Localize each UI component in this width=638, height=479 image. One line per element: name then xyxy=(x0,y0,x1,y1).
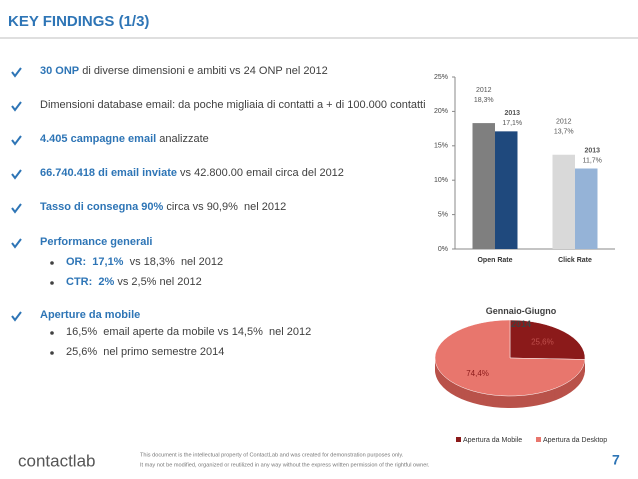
page-number: 7 xyxy=(612,452,620,468)
bold-text: OR: 17,1% xyxy=(66,256,124,268)
data-label: 74,4% xyxy=(466,369,489,378)
bold-text: Aperture da mobile xyxy=(40,309,141,321)
disclaimer: It may not be modified, organized or reu… xyxy=(140,462,430,468)
y-tick-label: 20% xyxy=(434,108,448,115)
legend-swatch xyxy=(536,437,541,442)
text: Dimensioni database email: da poche migl… xyxy=(40,99,426,111)
legend-swatch xyxy=(456,437,461,442)
bullet: Tasso di consegna 90% circa vs 90,9% nel… xyxy=(40,201,286,213)
sub-dot xyxy=(50,261,54,265)
sub-bullet: 25,6% nel primo semestre 2014 xyxy=(66,346,224,358)
bold-text: Tasso di consegna 90% xyxy=(40,201,164,213)
bold-text: CTR: 2% xyxy=(66,276,115,288)
check-icon xyxy=(11,203,22,214)
series-label: 2013 xyxy=(584,147,600,154)
bar xyxy=(472,123,495,249)
check-icon xyxy=(11,169,22,180)
data-label: 25,6% xyxy=(531,337,554,346)
y-tick-label: 0% xyxy=(438,246,448,253)
bar xyxy=(552,154,575,249)
bar xyxy=(495,131,518,249)
text: 25,6% nel primo semestre 2014 xyxy=(66,346,225,358)
sub-dot xyxy=(50,281,54,285)
legend-label: Apertura da Desktop xyxy=(543,437,607,444)
y-tick-label: 10% xyxy=(434,177,448,184)
text: vs 2,5% nel 2012 xyxy=(114,276,202,288)
sub-dot xyxy=(50,331,54,335)
bold-text: 30 ONP xyxy=(40,65,80,77)
legend-label: Apertura da Mobile xyxy=(463,437,522,444)
pie-title: Gennaio-Giugno 2014 xyxy=(485,306,557,329)
series-label: 2012 xyxy=(476,87,492,94)
bold-text: Performance generali xyxy=(40,236,153,248)
data-label: 17,1% xyxy=(502,120,522,127)
disclaimer: This document is the intellectual proper… xyxy=(140,452,404,458)
text: circa vs 90,9% nel 2012 xyxy=(163,201,287,213)
bullet: Aperture da mobile xyxy=(40,309,140,321)
check-icon xyxy=(11,238,22,249)
bold-text: 4.405 campagne email xyxy=(40,133,157,145)
y-tick-label: 25% xyxy=(434,74,448,81)
text: 16,5% email aperte da mobile vs 14,5% ne… xyxy=(66,326,312,338)
x-tick-label: Open Rate xyxy=(477,257,512,264)
text: vs 18,3% nel 2012 xyxy=(123,256,224,268)
text: analizzate xyxy=(156,133,209,145)
sub-bullet: 16,5% email aperte da mobile vs 14,5% ne… xyxy=(66,326,311,338)
series-label: 2013 xyxy=(504,110,520,117)
sub-bullet: CTR: 2% vs 2,5% nel 2012 xyxy=(66,276,202,288)
check-icon xyxy=(11,101,22,112)
data-label: 18,3% xyxy=(474,97,494,104)
text: di diverse dimensioni e ambiti vs 24 ONP… xyxy=(79,65,328,77)
bullet: Dimensioni database email: da poche migl… xyxy=(40,99,426,111)
data-label: 13,7% xyxy=(554,129,574,136)
y-tick-label: 15% xyxy=(434,143,448,150)
bullet: 4.405 campagne email analizzate xyxy=(40,133,209,145)
logo: contactlab xyxy=(18,451,96,470)
data-label: 11,7% xyxy=(583,157,602,164)
bullet: 30 ONP di diverse dimensioni e ambiti vs… xyxy=(40,65,328,77)
check-icon xyxy=(11,311,22,322)
pie-slice xyxy=(434,319,586,397)
bar xyxy=(575,168,598,249)
sub-bullet: OR: 17,1% vs 18,3% nel 2012 xyxy=(66,256,223,268)
pie-slice xyxy=(509,319,586,360)
sub-dot xyxy=(50,351,54,355)
bold-text: 66.740.418 di email inviate xyxy=(40,167,177,179)
x-tick-label: Click Rate xyxy=(558,257,592,264)
text: vs 42.800.00 email circa del 2012 xyxy=(176,167,344,179)
check-icon xyxy=(11,135,22,146)
bullet: 66.740.418 di email inviate vs 42.800.00… xyxy=(40,167,344,179)
y-tick-label: 5% xyxy=(438,211,448,218)
bullet: Performance generali xyxy=(40,236,153,248)
series-label: 2012 xyxy=(556,119,572,126)
check-icon xyxy=(11,67,22,78)
slide-title: KEY FINDINGS (1/3) xyxy=(8,13,149,30)
